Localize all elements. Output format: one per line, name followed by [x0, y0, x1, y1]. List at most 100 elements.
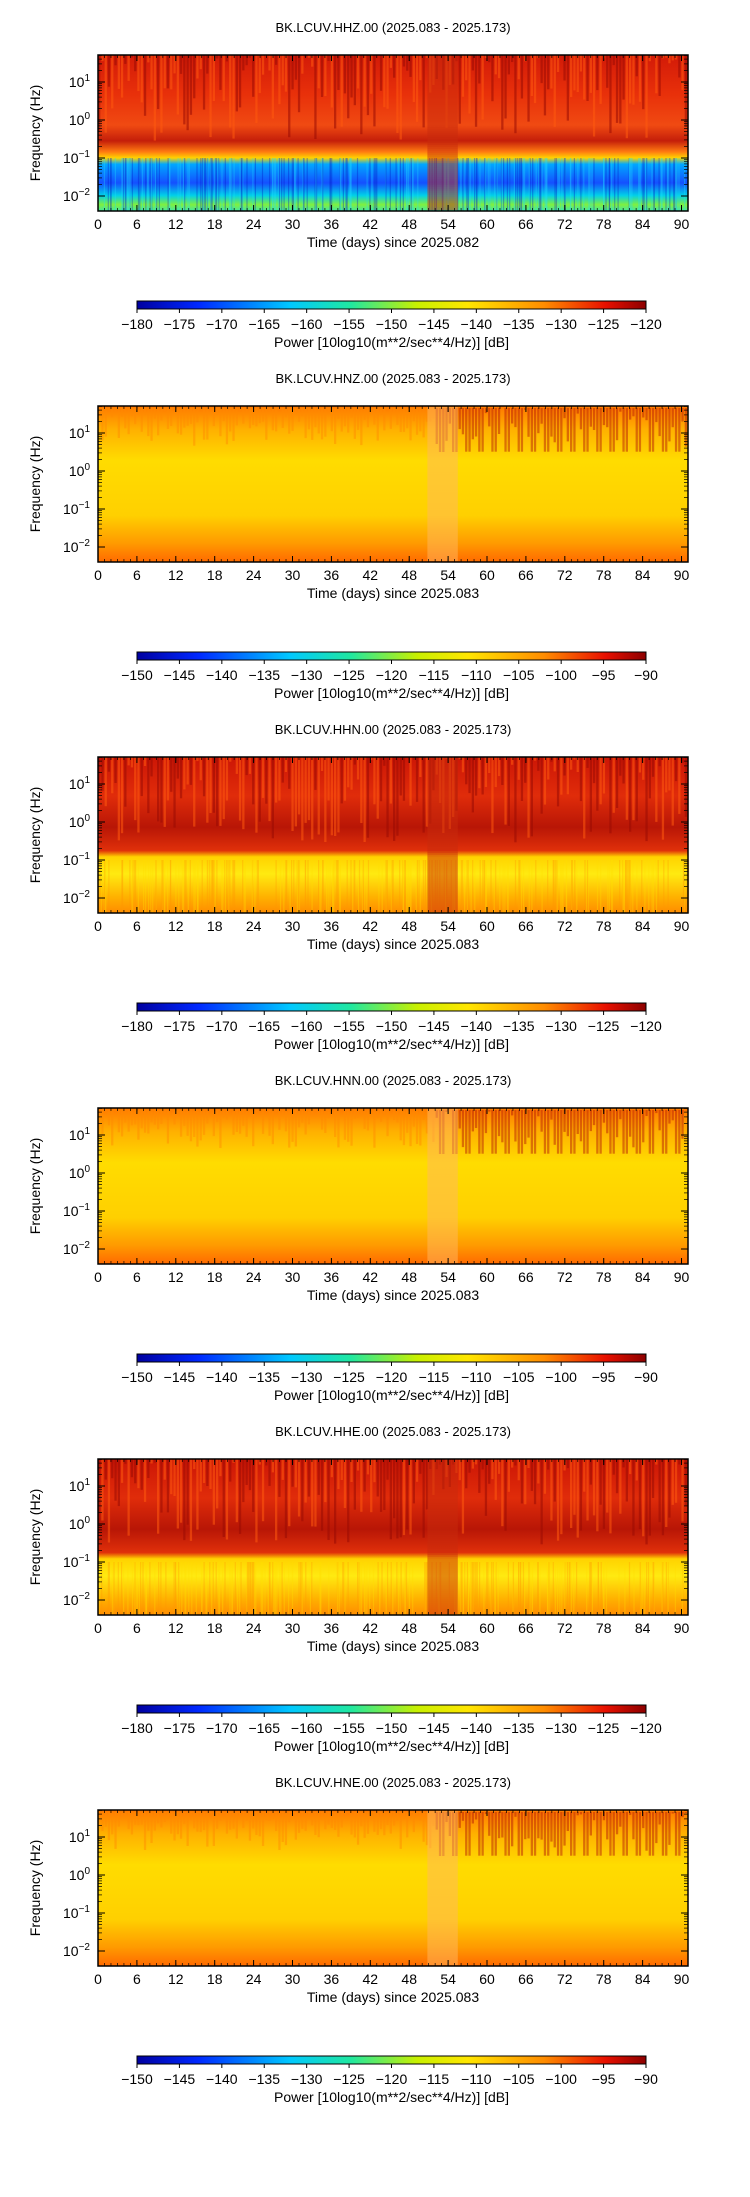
y-tick-label: 101 [69, 1828, 91, 1845]
x-tick-label: 6 [133, 216, 141, 232]
x-tick-label: 72 [557, 1971, 573, 1987]
y-tick-label: 10−1 [63, 1904, 90, 1921]
x-tick-label: 84 [635, 1620, 651, 1636]
plot-frame [97, 405, 689, 563]
colorbar-axis: −180 −175 −170 −165 −160 −155 −150 −145 −140 −135… [121, 1011, 662, 1034]
x-tick-label: 90 [674, 1620, 690, 1636]
x-tick-label: 12 [168, 1620, 184, 1636]
colorbar-tick-label: −150 [121, 1369, 153, 1385]
x-tick-label: 60 [479, 918, 495, 934]
colorbar-axis: −150 −145 −140 −135 −130 −125 −120 −115 −110 −105… [121, 660, 658, 683]
x-tick-label: 42 [363, 216, 379, 232]
colorbar-tick-label: −150 [121, 667, 153, 683]
x-tick-label: 18 [207, 1269, 223, 1285]
x-tick-label: 0 [94, 216, 102, 232]
x-tick-label: 84 [635, 918, 651, 934]
colorbar-tick-label: −95 [592, 2071, 616, 2087]
y-axis-label: Frequency (Hz) [27, 436, 43, 532]
colorbar-tick-label: −135 [248, 1369, 280, 1385]
x-tick-label: 48 [401, 1971, 417, 1987]
colorbar-label: Power [10log10(m**2/sec**4/Hz)] [dB] [274, 2089, 509, 2105]
plot-frame [97, 1458, 689, 1616]
x-tick-label: 48 [401, 216, 417, 232]
y-tick-label: 100 [69, 1164, 91, 1181]
colorbar-axis: −150 −145 −140 −135 −130 −125 −120 −115 −110 −105… [121, 2064, 658, 2087]
colorbar-tick-label: −125 [588, 1720, 620, 1736]
colorbar-tick-label: −95 [592, 1369, 616, 1385]
x-axis-label: Time (days) since 2025.082 [307, 234, 479, 250]
y-axis-label: Frequency (Hz) [27, 1489, 43, 1585]
x-tick-label: 30 [285, 1971, 301, 1987]
x-tick-label: 78 [596, 1971, 612, 1987]
x-tick-label: 24 [246, 567, 262, 583]
y-tick-label: 100 [69, 111, 91, 128]
colorbar-tick-label: −145 [418, 1720, 450, 1736]
spectrogram-texture [98, 408, 687, 452]
x-tick-label: 72 [557, 1620, 573, 1636]
colorbar-tick-label: −140 [206, 2071, 238, 2087]
data-gap-band [427, 1458, 458, 1614]
colorbar-tick-label: −140 [461, 1720, 493, 1736]
colorbar-tick-label: −145 [164, 2071, 196, 2087]
colorbar-label: Power [10log10(m**2/sec**4/Hz)] [dB] [274, 1036, 509, 1052]
x-tick-label: 54 [440, 918, 456, 934]
x-tick-label: 12 [168, 567, 184, 583]
colorbar-tick-label: −145 [418, 316, 450, 332]
colorbar-tick-label: −115 [419, 667, 450, 683]
x-tick-label: 60 [479, 1269, 495, 1285]
colorbar-tick-label: −90 [634, 1369, 658, 1385]
x-tick-label: 90 [674, 918, 690, 934]
colorbar-tick-label: −160 [291, 1018, 323, 1034]
colorbar [136, 300, 647, 310]
colorbar-label: Power [10log10(m**2/sec**4/Hz)] [dB] [274, 685, 509, 701]
y-tick-label: 10−1 [63, 1553, 90, 1570]
y-tick-label: 10−2 [63, 1942, 90, 1959]
colorbar-tick-label: −90 [634, 2071, 658, 2087]
x-tick-label: 12 [168, 216, 184, 232]
y-tick-label: 100 [69, 462, 91, 479]
x-tick-label: 48 [401, 918, 417, 934]
colorbar [136, 1704, 647, 1714]
x-tick-label: 36 [324, 1269, 340, 1285]
colorbar-tick-label: −135 [248, 667, 280, 683]
colorbar-tick-label: −150 [121, 2071, 153, 2087]
spectrogram-texture [98, 1459, 687, 1615]
colorbar-tick-label: −95 [592, 667, 616, 683]
x-axis: 0 6 12 18 24 30 36 42 48 54 60 66 72 78 84 90 [94, 1108, 690, 1285]
x-tick-label: 0 [94, 567, 102, 583]
x-tick-label: 36 [324, 1971, 340, 1987]
colorbar-tick-label: −140 [461, 1018, 493, 1034]
colorbar-tick-label: −150 [376, 316, 408, 332]
plot-frame [97, 1107, 689, 1265]
spectrogram-panel: BK.LCUV.HNN.00 (2025.083 - 2025.173) 0 6 12… [27, 1073, 690, 1403]
x-axis-label: Time (days) since 2025.083 [307, 1638, 479, 1654]
chart-title: BK.LCUV.HNN.00 (2025.083 - 2025.173) [275, 1073, 512, 1088]
x-tick-label: 84 [635, 216, 651, 232]
colorbar-tick-label: −175 [164, 1018, 196, 1034]
y-axis-label: Frequency (Hz) [27, 787, 43, 883]
colorbar-tick-label: −105 [503, 667, 535, 683]
spectrogram-panel: BK.LCUV.HHE.00 (2025.083 - 2025.173) 0 6 12… [27, 1424, 690, 1754]
x-tick-label: 30 [285, 1620, 301, 1636]
spectrogram-panel: BK.LCUV.HHN.00 (2025.083 - 2025.173) 0 6 12… [27, 722, 690, 1052]
colorbar-tick-label: −170 [206, 316, 238, 332]
x-tick-label: 54 [440, 1620, 456, 1636]
colorbar [136, 1002, 647, 1012]
colorbar-tick-label: −90 [634, 667, 658, 683]
colorbar-tick-label: −115 [419, 2071, 450, 2087]
x-tick-label: 90 [674, 567, 690, 583]
colorbar-label: Power [10log10(m**2/sec**4/Hz)] [dB] [274, 334, 509, 350]
x-axis: 0 6 12 18 24 30 36 42 48 54 60 66 72 78 84 90 [94, 55, 690, 232]
colorbar-tick-label: −120 [376, 2071, 408, 2087]
colorbar-tick-label: −140 [206, 1369, 238, 1385]
x-tick-label: 42 [363, 1620, 379, 1636]
x-tick-label: 90 [674, 1269, 690, 1285]
x-tick-label: 48 [401, 1620, 417, 1636]
spectrogram-image [98, 406, 688, 562]
x-tick-label: 60 [479, 1620, 495, 1636]
y-tick-label: 10−2 [63, 889, 90, 906]
y-tick-label: 10−1 [63, 1202, 90, 1219]
colorbar-tick-label: −110 [461, 667, 492, 683]
colorbar-tick-label: −135 [248, 2071, 280, 2087]
